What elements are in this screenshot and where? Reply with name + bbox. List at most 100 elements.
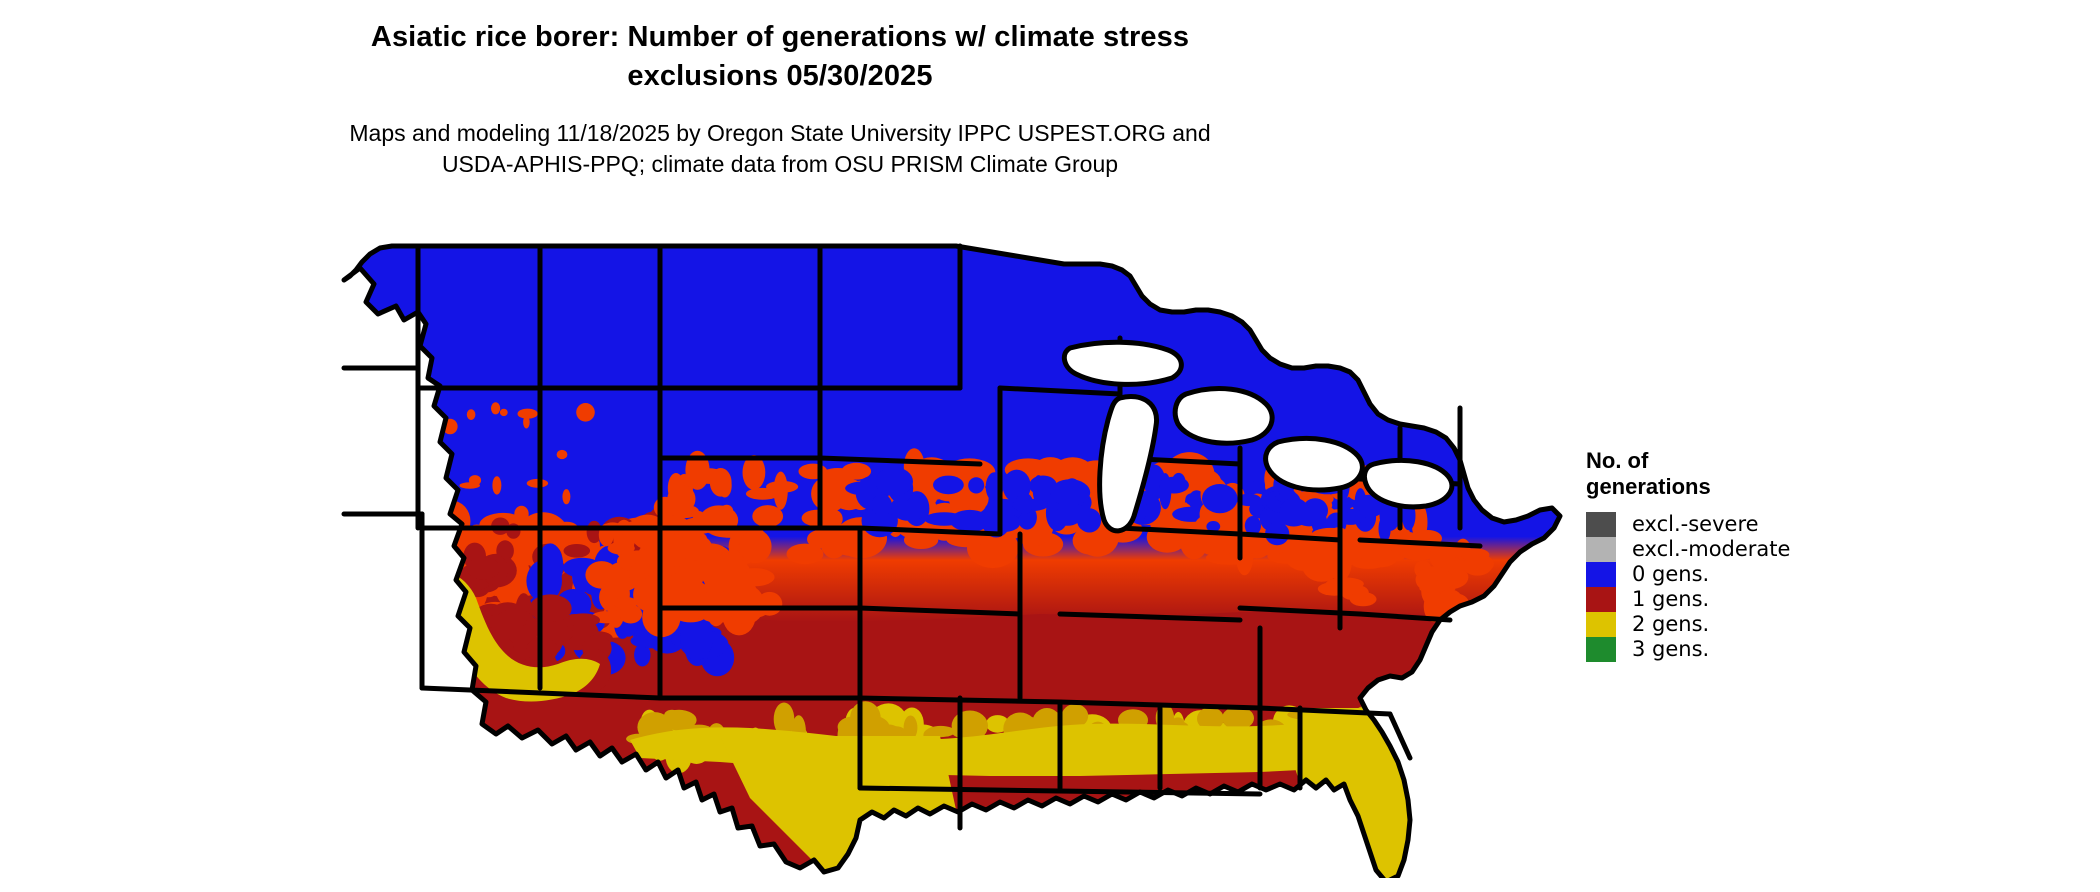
legend-color-swatch (1586, 586, 1616, 612)
legend-item: 1 gens. (1586, 586, 1916, 612)
raster-cell (1197, 707, 1224, 731)
state-boundary (419, 685, 663, 701)
raster-cell (585, 561, 618, 589)
raster-cell (406, 647, 453, 671)
raster-cell (572, 558, 593, 593)
raster-cell (1206, 521, 1221, 532)
legend-color-swatch (1586, 536, 1616, 562)
raster-cell (924, 512, 965, 526)
raster-cell (965, 712, 977, 733)
legend-item-label: 0 gens. (1632, 561, 1710, 586)
raster-cell (1349, 592, 1377, 607)
raster-cell (664, 709, 680, 720)
raster-cell (634, 643, 651, 667)
great-lakes (1061, 339, 1455, 534)
state-boundary (1357, 611, 1453, 623)
raster-cell (410, 528, 440, 548)
raster-cell (412, 545, 444, 563)
raster-cell (437, 584, 459, 609)
raster-cell (630, 634, 663, 648)
subtitle-line-1: Maps and modeling 11/18/2025 by Oregon S… (349, 120, 1211, 146)
raster-cell (1243, 481, 1259, 494)
raster-cell (981, 503, 1011, 538)
raster-cell (421, 582, 457, 614)
raster-cell (903, 715, 918, 740)
raster-cell (428, 538, 454, 555)
legend-item-label: excl.-severe (1632, 511, 1759, 536)
raster-cell (786, 543, 824, 565)
legend-item-label: 2 gens. (1632, 611, 1710, 636)
legend-item: excl.-severe (1586, 511, 1916, 537)
legend-color-swatch (1586, 636, 1616, 662)
raster-cell (1244, 516, 1261, 536)
raster-cell (1159, 476, 1189, 494)
raster-cell (424, 547, 451, 574)
state-boundary (1387, 711, 1413, 761)
title-line-2: exclusions 05/30/2025 (627, 59, 933, 92)
raster-cell (1050, 479, 1091, 506)
state-boundary (1237, 531, 1343, 543)
raster-cell (414, 560, 440, 600)
legend-color-swatch (1586, 561, 1616, 587)
raster-cell (1061, 704, 1089, 728)
raster-cell (667, 473, 685, 503)
raster-cell (773, 702, 795, 736)
raster-cell (484, 613, 527, 630)
raster-cell (875, 467, 913, 497)
legend-item: excl.-moderate (1586, 536, 1916, 562)
raster-cell (1361, 548, 1398, 568)
raster-cell (819, 468, 856, 484)
raster-cell (466, 557, 500, 580)
raster-cell (459, 482, 480, 489)
legend-item: 2 gens. (1586, 611, 1916, 637)
state-boundary (857, 525, 1003, 537)
state-boundary (817, 455, 983, 467)
state-boundary (1117, 525, 1243, 537)
raster-cell (526, 478, 549, 488)
raster-cell (431, 637, 469, 676)
raster-cell (403, 565, 455, 603)
state-boundary (1237, 605, 1363, 617)
raster-cell (491, 402, 501, 415)
raster-cell (680, 616, 713, 660)
raster-cell (667, 534, 687, 568)
raster-cell (968, 477, 985, 494)
raster-cell (1053, 507, 1082, 526)
legend-item: 3 gens. (1586, 636, 1916, 662)
raster-cell (430, 664, 464, 690)
raster-cell (1146, 521, 1188, 553)
raster-cell (492, 476, 502, 495)
raster-cell (742, 455, 766, 490)
page-title: Asiatic rice borer: Number of generation… (0, 18, 1560, 95)
raster-cell (556, 449, 568, 460)
raster-cell (567, 613, 600, 627)
raster-cell (752, 505, 784, 528)
state-boundary (857, 785, 1263, 797)
lake (1097, 394, 1160, 534)
raster-cell (1423, 590, 1444, 623)
raster-cell (466, 409, 476, 420)
lake (1172, 386, 1275, 446)
subtitle-line-2: USDA-APHIS-PPQ; climate data from OSU PR… (441, 150, 1119, 177)
raster-cell (431, 647, 469, 693)
raster-cell (1265, 521, 1290, 546)
raster-cell (1378, 515, 1391, 542)
raster-cell (529, 594, 572, 623)
raster-cell (871, 494, 892, 516)
raster-cell (1279, 497, 1310, 527)
raster-cell (801, 509, 834, 527)
raster-cell (607, 541, 635, 555)
state-boundary (1257, 705, 1393, 717)
raster-cell (739, 529, 772, 564)
raster-cell (1013, 716, 1040, 732)
layer-gen2-florida (1295, 708, 1435, 878)
raster-cell (1222, 706, 1254, 730)
legend-item-list: excl.-severe excl.-moderate 0 gens. 1 gens.… (1586, 511, 1916, 662)
raster-cell (728, 571, 755, 606)
state-boundary (415, 243, 543, 391)
layer-gen2-colorado-river (422, 568, 600, 702)
raster-cell (1301, 548, 1342, 582)
raster-cell (1325, 577, 1364, 591)
raster-cell (1415, 566, 1453, 593)
